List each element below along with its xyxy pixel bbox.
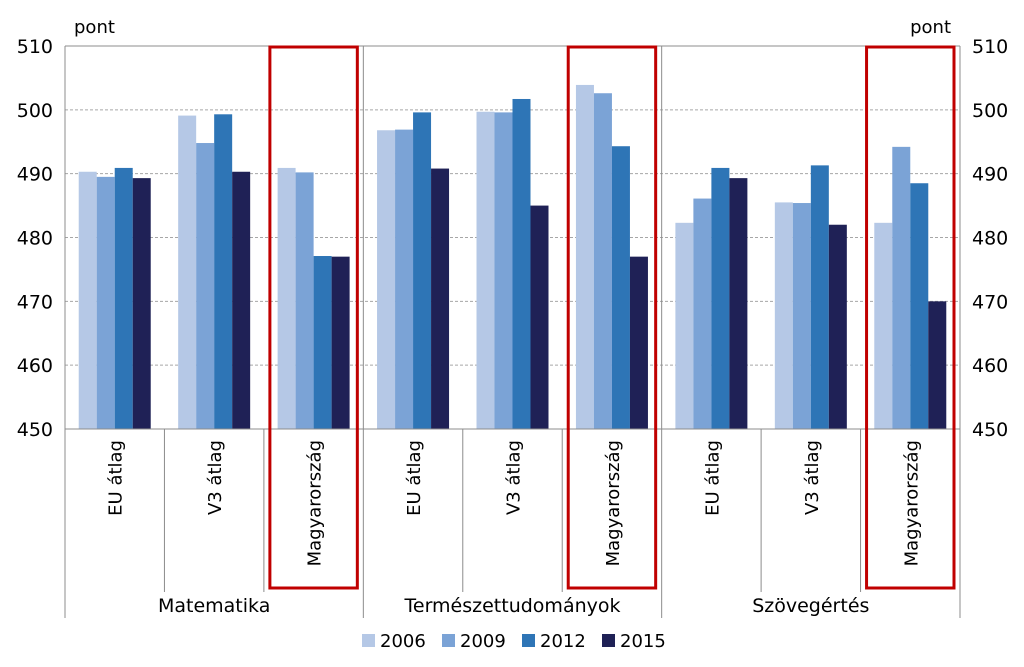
bar-2009	[395, 129, 414, 429]
bar-2015	[132, 178, 151, 429]
bars	[78, 84, 947, 430]
category-label: Magyarország	[901, 440, 922, 566]
legend-swatch-2012	[522, 634, 535, 647]
bar-2009	[96, 176, 115, 429]
bar-2012	[313, 256, 332, 429]
bar-2009	[494, 112, 513, 430]
legend-swatch-2009	[442, 634, 455, 647]
category-label: Magyarország	[603, 440, 624, 566]
bar-2006	[476, 111, 495, 429]
bar-2012	[413, 112, 432, 430]
bar-2012	[214, 114, 233, 429]
y-tick-label-left: 510	[17, 36, 53, 58]
y-tick-label-right: 500	[972, 100, 1008, 122]
bar-2006	[377, 130, 396, 429]
bar-2012	[910, 183, 929, 429]
highlight-box	[865, 45, 956, 590]
bar-2015	[828, 224, 847, 429]
bar-2012	[114, 167, 133, 429]
bar-2009	[892, 146, 911, 429]
group-label: Természettudományok	[404, 595, 621, 617]
y-tick-label-left: 470	[17, 291, 53, 313]
bar-2015	[530, 205, 549, 429]
bar-2012	[810, 165, 829, 429]
legend: 2006 2009 2012 2015	[362, 631, 666, 652]
group-label: Szövegértés	[752, 595, 869, 617]
y-tick-label-left: 460	[17, 355, 53, 377]
bar-2006	[874, 222, 893, 429]
y-tick-label-right: 510	[972, 36, 1008, 58]
bar-2012	[611, 146, 630, 430]
bar-2015	[431, 168, 450, 429]
y-tick-label-right: 460	[972, 355, 1008, 377]
y-tick-label-left: 500	[17, 100, 53, 122]
bar-2009	[792, 203, 811, 429]
y-tick-label-left: 450	[17, 419, 53, 441]
category-label: Magyarország	[305, 440, 326, 566]
y-tick-label-right: 480	[972, 228, 1008, 250]
y-tick-label-right: 490	[972, 164, 1008, 186]
legend-swatch-2015	[602, 634, 615, 647]
category-label: EU átlag	[702, 440, 723, 516]
bar-2009	[693, 198, 712, 429]
category-label: V3 átlag	[504, 440, 525, 515]
y-unit-left: pont	[74, 17, 115, 38]
bar-2006	[575, 84, 594, 430]
y-tick-label-right: 470	[972, 291, 1008, 313]
highlight-box	[268, 45, 359, 590]
y-tick-label-left: 480	[17, 228, 53, 250]
bar-2006	[277, 167, 296, 429]
legend-label: 2015	[620, 631, 666, 652]
bar-2015	[232, 171, 251, 430]
bar-2009	[295, 172, 314, 429]
bar-2006	[78, 171, 97, 430]
legend-label: 2009	[460, 631, 506, 652]
highlight-boxes	[268, 45, 956, 590]
category-label: EU átlag	[106, 440, 127, 516]
group-label: Matematika	[158, 595, 270, 617]
bar-2015	[928, 301, 947, 429]
legend-label: 2012	[540, 631, 586, 652]
bar-2009	[196, 143, 215, 429]
axes: 450 450 460 460 470 470 480 480 490 490 500 500 510 5…	[17, 36, 1008, 618]
bar-2006	[178, 115, 197, 429]
bar-2012	[711, 167, 730, 429]
bar-2015	[729, 178, 748, 429]
bar-2009	[593, 93, 612, 429]
bar-2012	[512, 98, 531, 430]
bar-2015	[331, 256, 350, 429]
legend-swatch-2006	[362, 634, 375, 647]
bar-2006	[675, 222, 694, 429]
y-unit-right: pont	[910, 17, 951, 38]
category-label: V3 átlag	[205, 440, 226, 515]
category-label: V3 átlag	[802, 440, 823, 515]
bar-2006	[774, 202, 793, 429]
bar-2015	[629, 256, 648, 429]
y-tick-label-left: 490	[17, 164, 53, 186]
category-label: EU átlag	[404, 440, 425, 516]
legend-label: 2006	[380, 631, 426, 652]
y-tick-label-right: 450	[972, 419, 1008, 441]
highlight-box	[566, 45, 658, 590]
